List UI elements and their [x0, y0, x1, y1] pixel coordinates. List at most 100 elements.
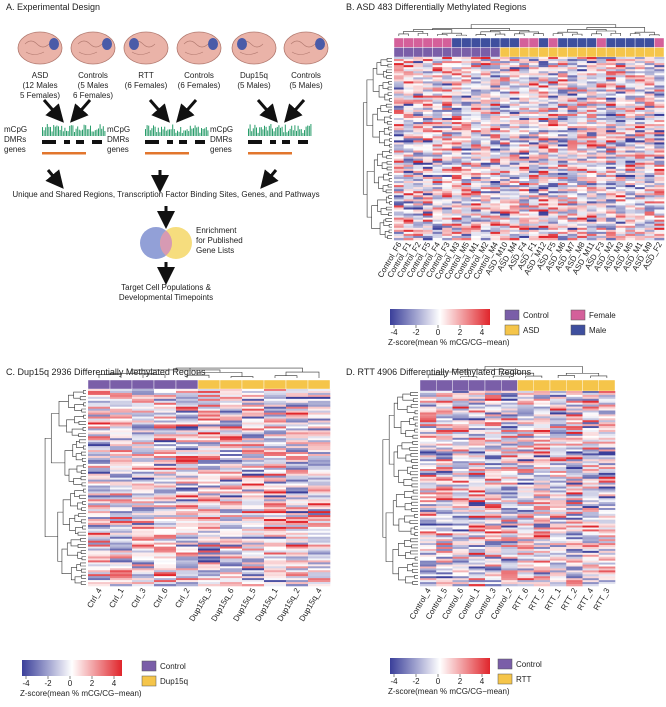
heatmap-cell — [404, 104, 414, 106]
heatmap-cell — [529, 94, 539, 96]
heatmap-cell — [404, 234, 414, 236]
heatmap-cell — [534, 479, 551, 481]
dendrogram — [457, 35, 467, 36]
heatmap-cell — [577, 73, 587, 75]
heatmap-cell — [568, 65, 578, 67]
heatmap-cell — [469, 412, 486, 414]
mcpg-bar — [262, 129, 263, 136]
heatmap-cell — [529, 75, 539, 77]
heatmap-cell — [198, 411, 220, 413]
heatmap-cell — [568, 83, 578, 85]
heatmap-cell — [433, 146, 443, 148]
heatmap-cell — [485, 570, 502, 572]
heatmap-cell — [436, 557, 453, 559]
heatmap-cell — [654, 122, 664, 124]
dendrogram — [389, 110, 392, 113]
heatmap-cell — [442, 230, 452, 232]
heatmap-cell — [404, 183, 414, 185]
heatmap-cell — [469, 563, 486, 565]
heatmap-cell — [308, 409, 330, 411]
heatmap-cell — [635, 212, 645, 214]
heatmap-cell — [490, 92, 500, 94]
heatmap-cell — [110, 391, 132, 393]
heatmap-cell — [154, 513, 176, 515]
heatmap-cell — [176, 553, 198, 555]
heatmap-cell — [404, 83, 414, 85]
heatmap-cell — [453, 459, 470, 461]
heatmap-cell — [198, 488, 220, 490]
heatmap-cell — [539, 67, 549, 69]
heatmap-cell — [110, 556, 132, 558]
heatmap-cell — [577, 138, 587, 140]
heatmap-cell — [485, 444, 502, 446]
heatmap-cell — [558, 138, 568, 140]
heatmap-cell — [645, 149, 655, 151]
heatmap-cell — [264, 554, 286, 556]
heatmap-cell — [423, 122, 433, 124]
heatmap-cell — [500, 120, 510, 122]
heatmap-cell — [469, 469, 486, 471]
heatmap-cell — [436, 567, 453, 569]
heatmap-cell — [452, 71, 462, 73]
heatmap-cell — [568, 212, 578, 214]
heatmap-cell — [469, 543, 486, 545]
heatmap-cell — [645, 181, 655, 183]
heatmap-cell — [423, 77, 433, 79]
heatmap-cell — [154, 468, 176, 470]
heatmap-cell — [88, 454, 110, 456]
heatmap-cell — [286, 562, 308, 564]
heatmap-cell — [413, 81, 423, 83]
heatmap-cell — [462, 94, 472, 96]
heatmap-cell — [635, 177, 645, 179]
heatmap-cell — [453, 397, 470, 399]
heatmap-cell — [88, 395, 110, 397]
heatmap-cell — [469, 584, 486, 586]
heatmap-cell — [577, 224, 587, 226]
heatmap-cell — [539, 122, 549, 124]
heatmap-cell — [539, 163, 549, 165]
heatmap-cell — [286, 507, 308, 509]
heatmap-cell — [501, 444, 518, 446]
heatmap-cell — [110, 562, 132, 564]
heatmap-cell — [616, 155, 626, 157]
heatmap-cell — [529, 153, 539, 155]
heatmap-cell — [423, 128, 433, 130]
heatmap-cell — [534, 414, 551, 416]
heatmap-cell — [436, 399, 453, 401]
heatmap-cell — [264, 523, 286, 525]
heatmap-cell — [577, 175, 587, 177]
heatmap-cell — [242, 476, 264, 478]
dendrogram — [390, 138, 392, 141]
heatmap-cell — [433, 134, 443, 136]
heatmap-cell — [635, 126, 645, 128]
heatmap-cell — [242, 438, 264, 440]
heatmap-cell — [442, 146, 452, 148]
heatmap-cell — [132, 509, 154, 511]
heatmap-cell — [481, 189, 491, 191]
heatmap-cell — [490, 212, 500, 214]
heatmap-cell — [286, 511, 308, 513]
heatmap-cell — [286, 560, 308, 562]
heatmap-cell — [597, 116, 607, 118]
heatmap-cell — [568, 155, 578, 157]
heatmap-cell — [635, 149, 645, 151]
heatmap-cell — [413, 138, 423, 140]
heatmap-cell — [481, 57, 491, 59]
heatmap-cell — [413, 230, 423, 232]
heatmap-cell — [154, 562, 176, 564]
heatmap-cell — [518, 545, 535, 547]
heatmap-cell — [88, 499, 110, 501]
heatmap-cell — [518, 457, 535, 459]
heatmap-cell — [490, 73, 500, 75]
heatmap-cell — [534, 526, 551, 528]
heatmap-cell — [510, 140, 520, 142]
heatmap-cell — [558, 236, 568, 238]
heatmap-cell — [453, 543, 470, 545]
heatmap-cell — [394, 151, 404, 153]
colorbar-tick-label: 2 — [90, 679, 95, 688]
heatmap-cell — [500, 88, 510, 90]
heatmap-cell — [616, 112, 626, 114]
dendrogram — [592, 34, 602, 36]
heatmap-cell — [394, 132, 404, 134]
heatmap-cell — [654, 214, 664, 216]
